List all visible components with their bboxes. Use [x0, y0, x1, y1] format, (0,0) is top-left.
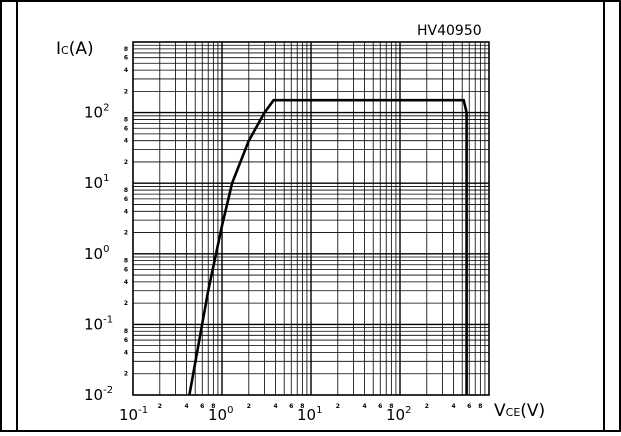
y-minor-label: 2: [124, 88, 128, 95]
y-tick-label: 10-2: [84, 385, 113, 404]
x-minor-label: 4: [184, 403, 188, 410]
soa-curve: [188, 98, 468, 396]
x-minor-label: 6: [378, 403, 382, 410]
y-minor-label: 6: [124, 196, 128, 203]
x-label-sub: CE: [506, 406, 521, 419]
x-tick-label: 100: [208, 405, 233, 424]
x-minor-label: 6: [467, 403, 471, 410]
y-minor-label: 8: [124, 116, 128, 123]
y-minor-label: 4: [124, 279, 128, 286]
y-label-main: I: [56, 39, 61, 59]
x-minor-label: 4: [273, 403, 277, 410]
x-minor-label: 2: [425, 403, 429, 410]
y-tick-label: 101: [84, 173, 109, 192]
figure-code: HV40950: [417, 23, 482, 39]
x-tick-labels: 10-1 100 101 102: [119, 405, 411, 424]
y-minor-label: 2: [124, 230, 128, 237]
y-minor-label: 6: [124, 55, 128, 62]
x-label-main: V: [494, 401, 506, 421]
y-minor-label: 8: [124, 46, 128, 53]
x-minor-label: 2: [336, 403, 340, 410]
x-tick-label: 101: [297, 405, 322, 424]
x-minor-label: 8: [389, 403, 393, 410]
y-minor-label: 4: [124, 208, 128, 215]
x-label-unit: (V): [520, 401, 545, 421]
x-minor-label: 2: [247, 403, 251, 410]
y-tick-label: 10-1: [84, 314, 113, 333]
y-minor-label: 4: [124, 67, 128, 74]
y-tick-label: 100: [84, 244, 109, 263]
y-label-unit: (A): [69, 39, 94, 59]
soa-curve-line: [188, 98, 468, 396]
x-minor-label: 4: [362, 403, 366, 410]
x-minor-label: 8: [478, 403, 482, 410]
x-minor-label: 6: [200, 403, 204, 410]
plot-border: [132, 41, 490, 396]
y-tick-label: 102: [84, 103, 109, 122]
x-minor-label: 6: [289, 403, 293, 410]
y-minor-label: 2: [124, 159, 128, 166]
y-minor-label: 8: [124, 328, 128, 335]
y-label-sub: C: [61, 44, 69, 57]
x-minor-label: 8: [211, 403, 215, 410]
y-minor-label: 8: [124, 258, 128, 265]
x-minor-label: 4: [451, 403, 455, 410]
y-minor-label: 2: [124, 371, 128, 378]
x-tick-label: 102: [386, 405, 411, 424]
major-gridlines: [133, 42, 489, 395]
x-axis-label: VCE(V): [494, 401, 545, 421]
y-tick-labels: 10-2 10-1 100 101 102: [84, 103, 113, 404]
y-minor-label: 4: [124, 349, 128, 356]
y-minor-label: 6: [124, 266, 128, 273]
y-minor-label: 2: [124, 300, 128, 307]
x-minor-label: 2: [158, 403, 162, 410]
y-axis-label: IC(A): [56, 39, 94, 59]
y-minor-label: 8: [124, 187, 128, 194]
x-minor-label: 8: [300, 403, 304, 410]
x-tick-label: 10-1: [119, 405, 148, 424]
y-minor-label: 6: [124, 125, 128, 132]
y-minor-label: 6: [124, 337, 128, 344]
y-minor-label: 4: [124, 138, 128, 145]
